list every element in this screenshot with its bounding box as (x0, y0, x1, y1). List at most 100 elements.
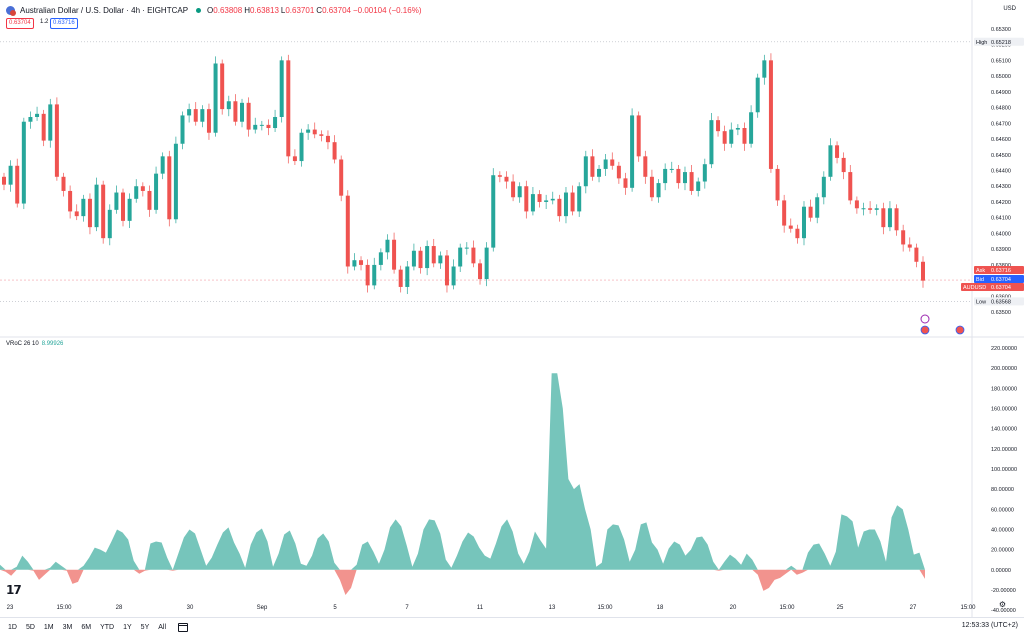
bottom-toolbar: 1D 5D 1M 3M 6M YTD 1Y 5Y All 12:53:33 (U… (0, 617, 1024, 636)
symbol-tag-label: AUDUSD (963, 285, 986, 291)
timeframe-3m[interactable]: 3M (62, 623, 73, 631)
candle (213, 63, 218, 133)
candle (193, 109, 198, 122)
time-axis-label: 15:00 (779, 605, 795, 611)
candle (438, 255, 443, 264)
candle (451, 266, 456, 286)
currency-flag-icon (6, 5, 16, 16)
candle (868, 208, 873, 210)
sell-price-button[interactable]: 0.63704 (6, 18, 34, 29)
time-axis-label: 7 (405, 605, 409, 611)
candle (676, 168, 681, 184)
candle (689, 172, 694, 191)
timeframe-1d[interactable]: 1D (8, 623, 17, 631)
market-status-icon (196, 7, 202, 13)
time-axis-label: 20 (730, 605, 737, 611)
oscillator-tick-label: 80.00000 (991, 487, 1014, 493)
candle (709, 120, 714, 165)
candle (114, 192, 119, 210)
candle (801, 206, 806, 239)
candle (226, 101, 231, 110)
candle (292, 156, 297, 162)
candle (821, 176, 826, 198)
candle (603, 159, 608, 169)
timeframe-1y[interactable]: 1Y (123, 623, 132, 631)
candle (345, 195, 350, 267)
oscillator-tick-label: -40.00000 (991, 608, 1016, 614)
time-axis-label: Sep (257, 605, 268, 611)
spread-value: 1.2 (40, 19, 49, 25)
candle (35, 113, 40, 117)
time-axis-label: 27 (910, 605, 917, 611)
time-axis-label: 15:00 (960, 605, 976, 611)
oscillator-tick-label: 160.00000 (991, 407, 1017, 413)
candle (372, 264, 377, 286)
clock-time[interactable]: 12:53:33 (UTC+2) (961, 622, 1018, 629)
oscillator-tick-label: 220.00000 (991, 346, 1017, 352)
candle (94, 184, 99, 228)
calendar-icon[interactable] (178, 622, 189, 632)
settings-gear-icon[interactable]: ⚙ (998, 600, 1006, 609)
timeframe-5d[interactable]: 5D (25, 623, 35, 631)
candle (121, 192, 126, 221)
price-tick-label: 0.65300 (991, 27, 1011, 33)
candle (841, 157, 846, 173)
price-tick-label: 0.63500 (991, 310, 1011, 316)
indicator-header[interactable]: VRoC 26 10 8.99926 (6, 341, 63, 347)
candle (180, 115, 185, 144)
candle (339, 159, 344, 196)
candle (319, 134, 324, 136)
time-axis-label: 28 (116, 605, 123, 611)
timeframe-6m[interactable]: 6M (81, 623, 92, 631)
candle (742, 128, 747, 144)
candle (246, 102, 251, 130)
candle (530, 194, 535, 212)
price-tick-label: 0.64100 (991, 216, 1011, 222)
candle (87, 198, 92, 228)
candle (61, 176, 66, 191)
candle (663, 168, 668, 184)
candle (127, 198, 132, 221)
low-tag-label: Low (976, 299, 986, 305)
candle (649, 176, 654, 198)
candle (54, 104, 59, 177)
candle (74, 211, 79, 217)
candle (279, 60, 284, 117)
timeframe-5y[interactable]: 5Y (140, 623, 150, 631)
open-value: 0.63808 (213, 5, 243, 15)
time-axis-label: 25 (837, 605, 844, 611)
tradingview-logo-icon[interactable]: 𝟭𝟳 (6, 583, 22, 597)
candle (140, 186, 145, 191)
candle (306, 129, 311, 133)
close-value: 0.63704 (322, 5, 351, 15)
candle (577, 186, 582, 212)
candle (557, 198, 562, 217)
candle (762, 60, 767, 78)
timeframe-1m[interactable]: 1M (43, 623, 54, 631)
time-axis-label: 13 (549, 605, 556, 611)
low-value: 0.63701 (285, 5, 315, 15)
candle (544, 200, 549, 202)
timeframe-all[interactable]: All (158, 623, 167, 631)
symbol-title[interactable]: Australian Dollar / U.S. Dollar · 4h · E… (20, 5, 189, 15)
candle (464, 247, 469, 249)
ask-tag: Ask 0.63716 (974, 266, 1024, 274)
bid-tag-value: 0.63704 (991, 277, 1011, 283)
candle (815, 197, 820, 218)
price-tick-label: 0.63600 (991, 294, 1011, 300)
lightning-event-icon (920, 314, 930, 324)
candle (15, 165, 20, 204)
bid-tag: Bid 0.63704 (974, 275, 1024, 283)
timeframe-ytd[interactable]: YTD (100, 623, 115, 631)
buy-price-button[interactable]: 0.63716 (50, 18, 78, 29)
bid-tag-label: Bid (976, 277, 984, 283)
oscillator-negative-area (0, 569, 925, 595)
currency-label[interactable]: USD (1003, 6, 1016, 12)
candle (497, 175, 502, 177)
oscillator-tick-label: 20.00000 (991, 548, 1014, 554)
candle (775, 168, 780, 201)
candle (154, 173, 159, 210)
price-tick-label: 0.64400 (991, 169, 1011, 175)
oscillator-tick-label: 180.00000 (991, 386, 1017, 392)
